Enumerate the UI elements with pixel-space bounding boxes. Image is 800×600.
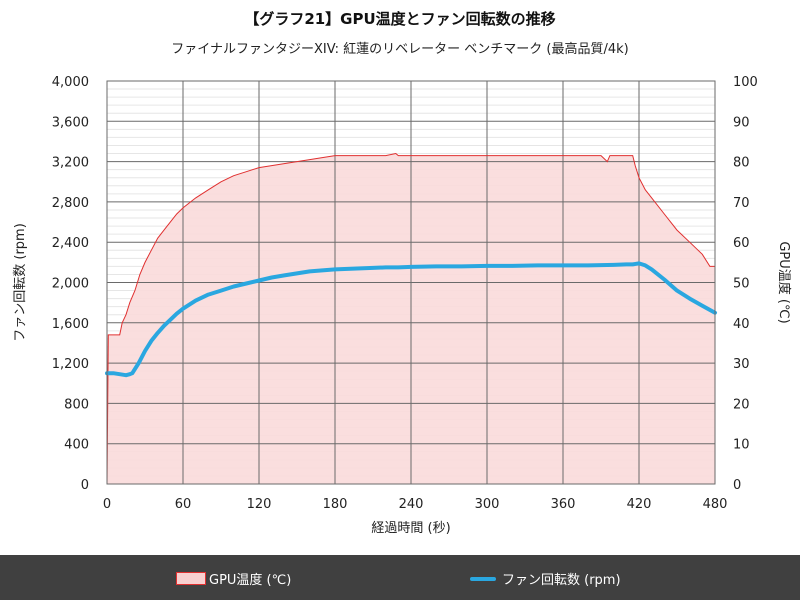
y2-tick-label: 80: [733, 156, 750, 171]
chart-subtitle: ファイナルファンタジーXIV: 紅蓮のリベレーター ベンチマーク (最高品質/4…: [171, 42, 629, 57]
y2-tick-label: 70: [733, 196, 750, 211]
y-tick-label: 4,000: [52, 75, 89, 90]
y2-tick-label: 100: [733, 75, 758, 90]
x-tick-label: 180: [323, 497, 348, 512]
y-tick-label: 2,400: [52, 236, 89, 251]
legend-bar: GPU温度 (℃) ファン回転数 (rpm): [0, 555, 800, 600]
x-tick-label: 60: [175, 497, 192, 512]
y2-tick-label: 10: [733, 438, 750, 453]
legend-label-fan: ファン回転数 (rpm): [502, 573, 621, 588]
legend-item-temp: GPU温度 (℃): [176, 569, 291, 588]
x-axis-title: 経過時間 (秒): [371, 521, 450, 536]
y-tick-label: 2,000: [52, 277, 89, 292]
plot-frame: [106, 80, 716, 485]
y-tick-label: 1,600: [52, 317, 89, 332]
x-tick-label: 0: [103, 497, 111, 512]
legend-item-fan: ファン回転数 (rpm): [470, 569, 621, 588]
y2-tick-label: 60: [733, 236, 750, 251]
x-tick-label: 420: [627, 497, 652, 512]
legend-swatch-fan: [470, 576, 496, 581]
y-tick-label: 3,600: [52, 115, 89, 130]
y2-axis-title: GPU温度 (℃): [776, 241, 792, 323]
y2-tick-label: 40: [733, 317, 750, 332]
x-tick-label: 300: [475, 497, 500, 512]
y2-tick-label: 0: [733, 478, 741, 493]
temp-line: [106, 152, 715, 485]
y-tick-label: 400: [64, 438, 89, 453]
y-tick-label: 1,200: [52, 357, 89, 372]
y-tick-label: 3,200: [52, 156, 89, 171]
legend-label-temp: GPU温度 (℃): [209, 573, 292, 588]
y2-tick-label: 90: [733, 115, 750, 130]
y-tick-label: 800: [64, 397, 89, 412]
x-tick-label: 120: [247, 497, 272, 512]
y2-tick-label: 50: [733, 277, 750, 292]
y-tick-label: 0: [81, 478, 89, 493]
y-axis-title: ファン回転数 (rpm): [13, 223, 28, 342]
legend-swatch-temp: [176, 572, 206, 585]
chart-title: 【グラフ21】GPU温度とファン回転数の推移: [244, 10, 556, 28]
y2-tick-label: 20: [733, 397, 750, 412]
x-tick-label: 360: [551, 497, 576, 512]
y2-tick-label: 30: [733, 357, 750, 372]
y-tick-label: 2,800: [52, 196, 89, 211]
chart-plot: 0 60 120 180 240 300 360 420 48004008001,2001,60…: [13, 75, 792, 536]
x-tick-label: 240: [399, 497, 424, 512]
fan-line: [105, 261, 717, 378]
x-tick-label: 480: [703, 497, 728, 512]
